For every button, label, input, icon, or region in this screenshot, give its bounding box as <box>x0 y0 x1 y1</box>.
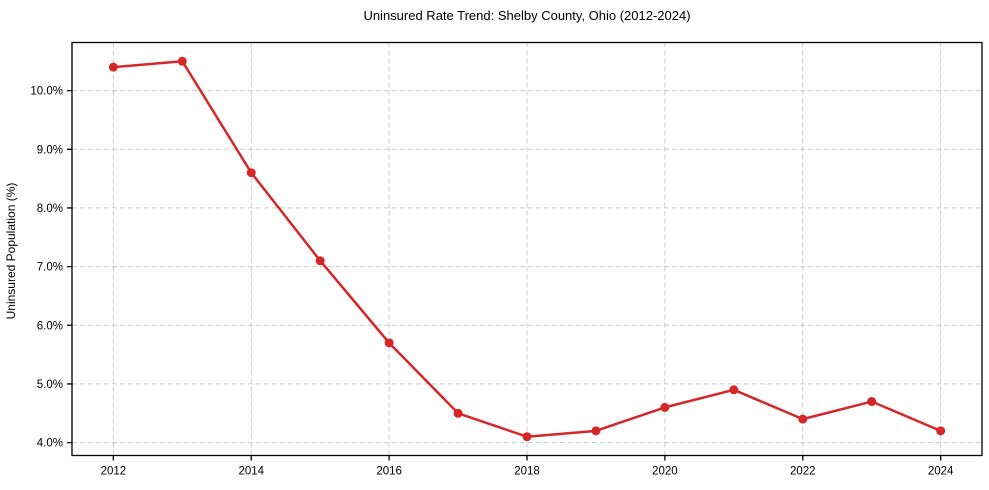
x-tick-label: 2024 <box>928 466 954 478</box>
data-point-2021 <box>729 385 739 395</box>
y-tick-label: 7.0% <box>37 262 63 274</box>
y-tick-label: 5.0% <box>37 379 63 391</box>
data-point-2024 <box>936 426 946 436</box>
data-point-2023 <box>867 397 877 407</box>
data-point-2014 <box>246 168 256 178</box>
x-tick-label: 2022 <box>790 466 816 478</box>
y-axis-label: Uninsured Population (%) <box>4 183 18 320</box>
data-point-2017 <box>453 408 463 418</box>
data-point-2015 <box>315 256 325 266</box>
data-point-2016 <box>384 338 394 348</box>
y-tick-label: 4.0% <box>37 438 63 450</box>
trend-line-series <box>108 56 946 442</box>
x-tick-label: 2016 <box>376 466 402 478</box>
data-point-2022 <box>798 414 808 424</box>
data-point-2020 <box>660 402 670 412</box>
x-tick-label: 2020 <box>652 466 678 478</box>
y-tick-label: 10.0% <box>30 86 63 98</box>
y-tick-label: 8.0% <box>37 203 63 215</box>
axes-layer: 4.0% 5.0% 6.0% 7.0% 8.0% 9.0% 10.0% 2012 2014 201… <box>30 41 983 478</box>
data-point-2012 <box>108 62 118 72</box>
grid-layer <box>72 42 982 456</box>
data-point-2013 <box>177 56 187 66</box>
chart-title: Uninsured Rate Trend: Shelby County, Ohi… <box>363 8 690 23</box>
y-tick-label: 9.0% <box>37 144 63 156</box>
y-tick-label: 6.0% <box>37 320 63 332</box>
x-tick-label: 2014 <box>238 466 264 478</box>
x-tick-label: 2018 <box>514 466 540 478</box>
x-tick-label: 2012 <box>101 466 127 478</box>
data-point-2018 <box>522 432 532 442</box>
data-point-2019 <box>591 426 601 436</box>
